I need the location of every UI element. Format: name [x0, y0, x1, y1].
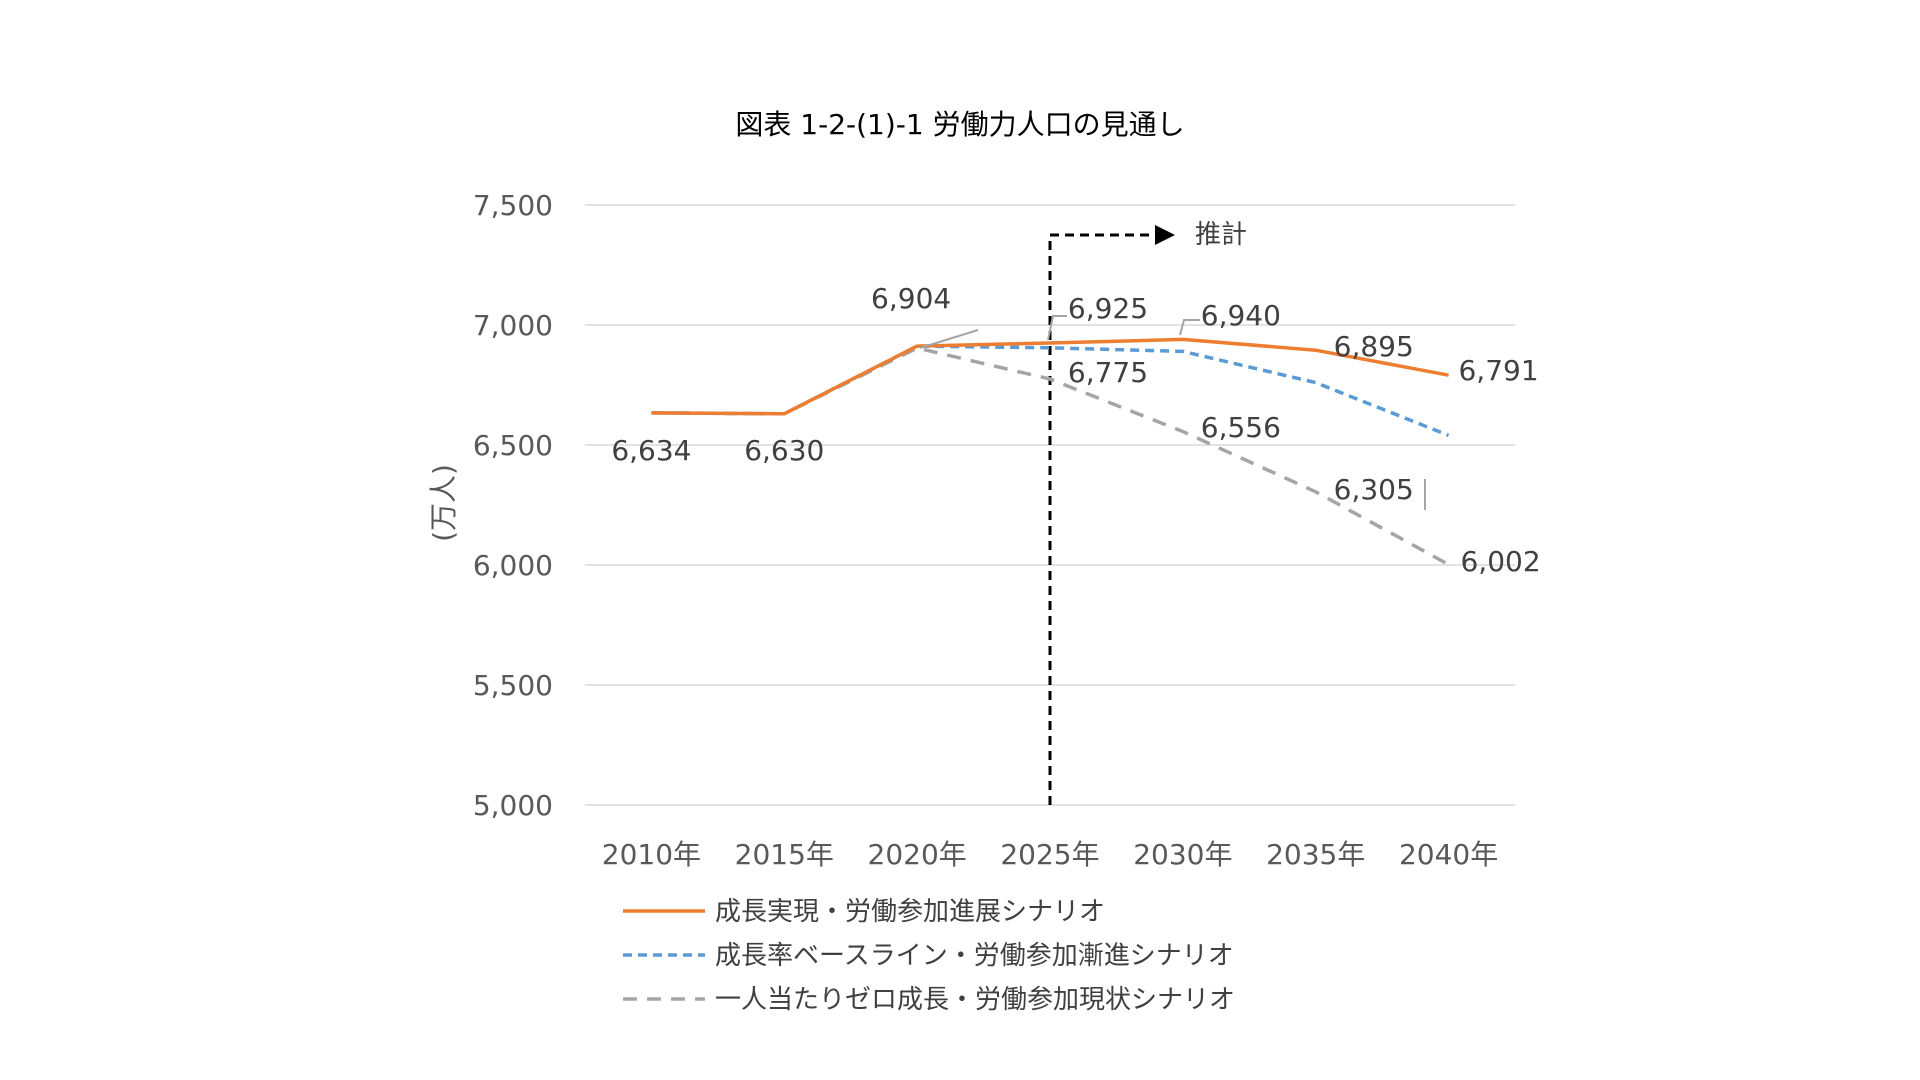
projection-divider: [1048, 233, 1155, 805]
projection-label: 推計: [1195, 220, 1247, 250]
data-label: 6,775: [1068, 356, 1148, 389]
label-leader-line: [919, 329, 979, 349]
series-lines: [651, 337, 1450, 567]
data-label: 6,925: [1068, 292, 1148, 325]
y-axis-ticks: 5,000 5,500 6,000 6,500 7,000 7,500: [473, 189, 553, 822]
data-label: 6,940: [1201, 299, 1281, 332]
x-tick-label: 2035年: [1266, 838, 1365, 871]
label-leader-line: [1047, 315, 1067, 341]
legend-label: 成長実現・労働参加進展シナリオ: [715, 897, 1105, 927]
legend: 成長実現・労働参加進展シナリオ成長率ベースライン・労働参加漸進シナリオ一人当たり…: [623, 897, 1235, 1015]
legend-label: 一人当たりゼロ成長・労働参加現状シナリオ: [715, 985, 1235, 1015]
x-tick-label: 2040年: [1399, 838, 1498, 871]
y-tick-label: 5,500: [473, 669, 553, 702]
data-labels: 6,634 6,630 6,904 6,925 6,775 6,940 6,556 6,895…: [611, 282, 1540, 578]
x-tick-label: 2010年: [602, 838, 701, 871]
projection-arrow-icon: [1155, 225, 1175, 245]
y-tick-label: 6,500: [473, 429, 553, 462]
x-tick-label: 2020年: [868, 838, 967, 871]
x-axis-ticks: 2010年 2015年 2020年 2025年 2030年 2035年 2040年: [602, 838, 1498, 871]
y-tick-label: 7,500: [473, 189, 553, 222]
data-label: 6,634: [611, 434, 691, 467]
data-label: 6,895: [1334, 330, 1414, 363]
data-label: 6,305: [1334, 473, 1414, 506]
y-tick-label: 7,000: [473, 309, 553, 342]
x-tick-label: 2015年: [735, 838, 834, 871]
label-leader-line: [1179, 319, 1200, 336]
x-tick-label: 2025年: [1000, 838, 1099, 871]
data-label: 6,002: [1460, 545, 1540, 578]
legend-label: 成長率ベースライン・労働参加漸進シナリオ: [715, 941, 1234, 971]
chart-title: 図表 1-2-(1)-1 労働力人口の見通し: [735, 108, 1184, 141]
data-label: 6,904: [871, 282, 951, 315]
y-tick-label: 6,000: [473, 549, 553, 582]
projection-marker: 推計: [1048, 220, 1247, 805]
y-axis-label: (万人): [427, 464, 460, 542]
data-label: 6,791: [1458, 354, 1538, 387]
x-tick-label: 2030年: [1133, 838, 1232, 871]
series-line: [651, 337, 1449, 416]
data-label: 6,556: [1201, 411, 1281, 444]
data-label: 6,630: [744, 434, 824, 467]
y-tick-label: 5,000: [473, 789, 553, 822]
